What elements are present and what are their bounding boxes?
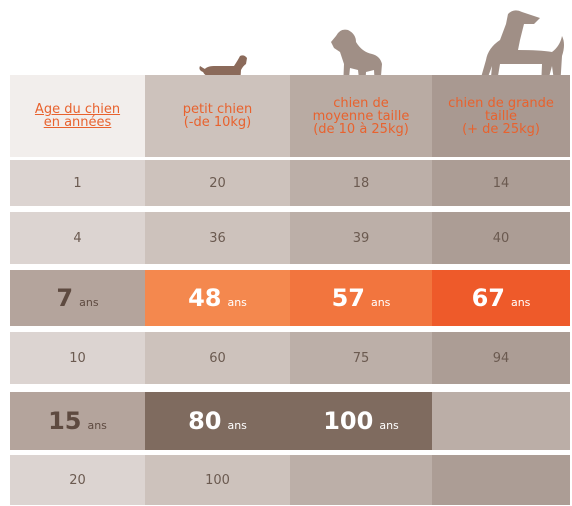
table-cell: 15 ans <box>10 392 145 450</box>
empty-cell <box>432 455 570 505</box>
table-cell: 20 <box>145 160 290 206</box>
table-cell: 7 ans <box>10 270 145 326</box>
value: 100 <box>323 407 373 435</box>
unit: ans <box>371 296 390 309</box>
cell-value: 7 ans <box>56 284 98 312</box>
value: 57 <box>332 284 365 312</box>
value: 48 <box>188 284 221 312</box>
value: 94 <box>493 351 510 366</box>
table-cell: 14 <box>432 160 570 206</box>
cell-value: 67 ans <box>472 284 531 312</box>
unit: ans <box>511 296 530 309</box>
empty-cell <box>290 455 432 505</box>
empty-cell <box>432 392 570 450</box>
cell-value: 57 ans <box>332 284 391 312</box>
table-cell: 20 <box>10 455 145 505</box>
value: 100 <box>205 473 230 488</box>
table-cell: 18 <box>290 160 432 206</box>
header-cell: petit chien(-de 10kg) <box>145 75 290 157</box>
table-cell: 60 <box>145 332 290 384</box>
table-cell: 40 <box>432 212 570 264</box>
value: 1 <box>73 176 81 191</box>
header-text: taille <box>485 110 517 123</box>
value: 40 <box>493 231 510 246</box>
value: 75 <box>353 351 370 366</box>
value: 10 <box>69 351 86 366</box>
table-cell: 100 <box>145 455 290 505</box>
cell-value: 48 ans <box>188 284 247 312</box>
table-cell: 4 <box>10 212 145 264</box>
table-cell: 57 ans <box>290 270 432 326</box>
header-text: moyenne taille <box>313 110 410 123</box>
table-cell: 67 ans <box>432 270 570 326</box>
unit: ans <box>227 419 246 432</box>
value: 4 <box>73 231 81 246</box>
value: 18 <box>353 176 370 191</box>
cell-value: 100 ans <box>323 407 399 435</box>
value: 67 <box>472 284 505 312</box>
unit: ans <box>379 419 398 432</box>
header-text: chien de <box>333 97 389 110</box>
table-cell: 75 <box>290 332 432 384</box>
unit: ans <box>227 296 246 309</box>
header-text: chien de grande <box>448 97 554 110</box>
table-cell: 48 ans <box>145 270 290 326</box>
value: 20 <box>209 176 226 191</box>
value: 20 <box>69 473 86 488</box>
table-cell: 36 <box>145 212 290 264</box>
value: 39 <box>353 231 370 246</box>
cell-value: 15 ans <box>48 407 107 435</box>
value: 15 <box>48 407 81 435</box>
header-text: (-de 10kg) <box>184 116 252 129</box>
value: 60 <box>209 351 226 366</box>
table-cell: 39 <box>290 212 432 264</box>
page: Age du chienen annéespetit chien(-de 10k… <box>0 0 572 506</box>
header-text: (+ de 25kg) <box>462 123 540 136</box>
unit: ans <box>79 296 98 309</box>
table-cell: 10 <box>10 332 145 384</box>
unit: ans <box>87 419 106 432</box>
value: 80 <box>188 407 221 435</box>
header-text: en années <box>44 116 112 129</box>
value: 7 <box>56 284 73 312</box>
cell-value: 80 ans <box>188 407 247 435</box>
header-text: (de 10 à 25kg) <box>313 123 409 136</box>
table-cell: 94 <box>432 332 570 384</box>
value: 36 <box>209 231 226 246</box>
table-cell: 1 <box>10 160 145 206</box>
table-cell: 80 ans <box>145 392 290 450</box>
table-cell: 100 ans <box>290 392 432 450</box>
value: 14 <box>493 176 510 191</box>
